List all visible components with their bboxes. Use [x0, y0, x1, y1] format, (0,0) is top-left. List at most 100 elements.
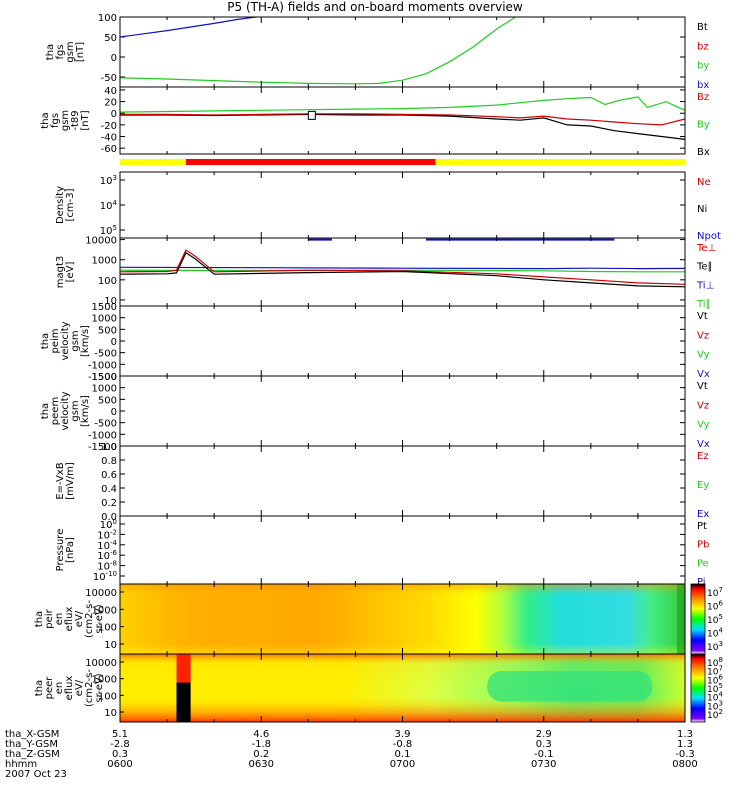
legend-label: Ey — [697, 480, 709, 491]
axis-row-value: -1.8 — [251, 739, 271, 750]
y-tick-label: 1000 — [92, 605, 117, 616]
series-line-by — [119, 16, 516, 85]
axis-row-value: 0730 — [531, 759, 556, 770]
axis-row-value: 1.3 — [677, 729, 693, 740]
y-axis-label: [km/s] — [80, 395, 91, 427]
spectrogram-gap — [176, 682, 191, 722]
axis-row-value: 3.9 — [395, 729, 411, 740]
y-tick-label: 0.8 — [101, 456, 117, 467]
y-axis-label: en — [54, 613, 65, 626]
axis-row-value: 0600 — [107, 759, 132, 770]
axis-row-value: 4.6 — [253, 729, 269, 740]
axis-row-value: 0700 — [390, 759, 415, 770]
y-tick-label: -1000 — [88, 360, 117, 371]
axis-row-value: 0.3 — [112, 749, 128, 760]
mode-bar-segment — [120, 159, 186, 165]
y-tick-label: 1000 — [92, 675, 117, 686]
axis-row-value: -0.8 — [393, 739, 413, 750]
legend-label: Vt — [697, 381, 708, 392]
y-axis-label: [nPa] — [65, 537, 76, 563]
y-axis-label: tha — [40, 333, 51, 349]
colorbar — [690, 583, 706, 655]
legend-label: Te∥ — [696, 262, 713, 273]
legend-label: bx — [697, 80, 709, 91]
panel-frame — [119, 515, 686, 585]
y-tick-label: 1500 — [92, 302, 117, 313]
y-tick-label: 0 — [111, 109, 117, 120]
y-tick-label: 10 — [104, 296, 117, 307]
legend-label: Vx — [697, 369, 710, 380]
colorbar — [690, 653, 706, 723]
axis-row-name: tha_Z-GSM — [5, 749, 60, 760]
legend-label: Npot — [697, 231, 721, 242]
y-axis-label: (cm2-s- — [84, 669, 95, 707]
legend-label: Te⊥ — [696, 243, 716, 254]
y-tick-label: 0 — [111, 407, 117, 418]
y-tick-label: -20 — [101, 121, 117, 132]
y-tick-label: -1500 — [88, 442, 117, 453]
y-axis-label: peir — [44, 608, 55, 628]
y-axis-label: tha — [45, 44, 56, 60]
series-line-bx — [119, 16, 257, 38]
axis-row-value: 0630 — [249, 759, 274, 770]
panel-frame — [119, 305, 686, 377]
y-tick-label: 104 — [100, 199, 118, 212]
y-tick-label: -500 — [94, 349, 117, 360]
y-axis-label: eV/ — [74, 610, 85, 627]
mode-bar-segment — [185, 159, 436, 165]
y-tick-label: 10000 — [85, 588, 117, 599]
y-tick-label: 0 — [111, 337, 117, 348]
legend-label: Vy — [697, 350, 710, 361]
y-tick-label: 0.0 — [101, 512, 117, 523]
y-axis-label: [mV/m] — [65, 462, 76, 500]
mode-bar-segment — [435, 159, 685, 165]
legend-label: By — [697, 120, 710, 131]
y-tick-label: 1000 — [92, 256, 117, 267]
legend-label: Ni — [697, 204, 707, 215]
axis-row-value: 0.2 — [253, 749, 269, 760]
y-tick-label: -50 — [101, 73, 117, 84]
y-axis-label: tha — [40, 112, 51, 128]
legend-label: Vx — [697, 439, 710, 450]
y-axis-label: eflux — [64, 607, 75, 632]
axis-row-value: 0800 — [672, 759, 697, 770]
panel-frame — [119, 445, 686, 517]
y-axis-label: velocity — [60, 321, 71, 360]
legend-label: by — [697, 61, 709, 72]
axis-row-value: 0.1 — [395, 749, 411, 760]
y-axis-label: peim — [50, 328, 61, 353]
y-axis-label: gsm — [60, 110, 71, 131]
y-tick-label: 103 — [100, 174, 117, 187]
y-axis-label: gsm — [70, 400, 81, 421]
y-axis-label: gsm — [65, 41, 76, 62]
y-tick-label: 100 — [98, 691, 117, 702]
series-line-By — [119, 96, 686, 113]
y-axis-label: [cm-3] — [65, 188, 76, 221]
y-axis-label: tha — [34, 611, 45, 627]
y-tick-label: 1500 — [92, 372, 117, 383]
y-axis-label: tha — [40, 403, 51, 419]
y-tick-label: 100 — [98, 276, 117, 287]
y-tick-label: 20 — [104, 98, 117, 109]
colorbar-tick-label: 106 — [707, 600, 723, 613]
y-axis-label: E=-VxB — [55, 462, 66, 499]
legend-label: Vt — [697, 311, 708, 322]
y-axis-label: eV/ — [74, 679, 85, 696]
colorbar-tick-label: 103 — [707, 640, 723, 653]
y-tick-label: -500 — [94, 419, 117, 430]
y-axis-label: (cm2-s- — [84, 600, 95, 638]
y-axis-label: tha — [34, 680, 45, 696]
y-axis-label: sr-eV) — [94, 604, 105, 633]
y-axis-label: fgs — [50, 113, 61, 128]
y-axis-label: fgs — [55, 44, 66, 59]
y-axis-label: eflux — [64, 676, 75, 701]
y-tick-label: 0.4 — [101, 484, 117, 495]
panel-frame — [119, 171, 686, 239]
legend-label: Vz — [697, 400, 709, 411]
axis-row-value: -0.1 — [534, 749, 554, 760]
legend-label: Pe — [697, 558, 709, 569]
y-tick-label: 10000 — [85, 236, 117, 247]
series-line-Bz — [120, 113, 686, 126]
axis-row-name: hhmm — [5, 759, 37, 770]
